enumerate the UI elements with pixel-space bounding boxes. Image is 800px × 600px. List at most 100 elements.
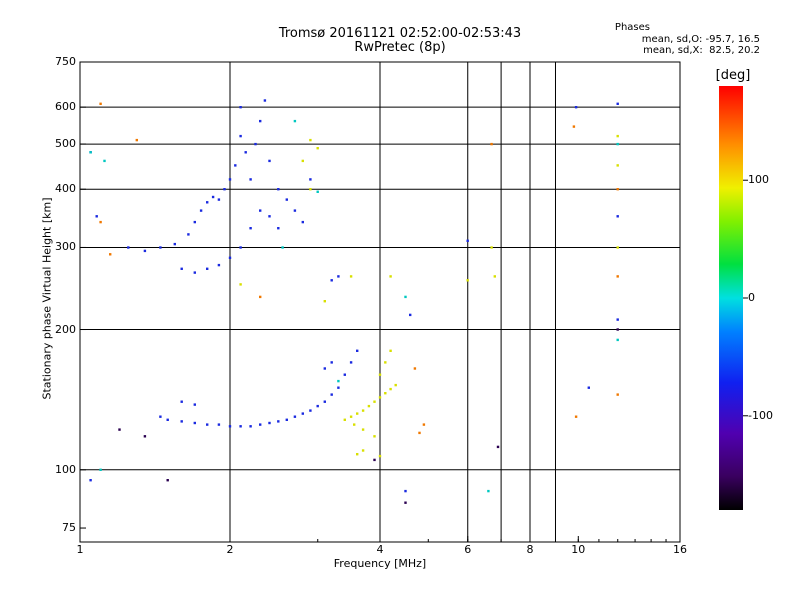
data-point: [263, 99, 267, 102]
data-point: [180, 420, 183, 423]
data-point: [356, 412, 359, 415]
colorbar-tick-label: -100: [748, 408, 773, 422]
phase-stat-x: mean, sd,X: 82.5, 20.2: [643, 45, 760, 56]
data-point: [343, 373, 346, 376]
data-point: [361, 409, 365, 412]
data-point: [277, 227, 280, 230]
data-point: [89, 479, 92, 482]
data-point: [309, 178, 312, 181]
data-point: [616, 164, 619, 167]
data-point: [268, 215, 271, 218]
data-point: [373, 435, 376, 438]
y-tick-label: 200: [55, 322, 76, 336]
data-point: [587, 386, 590, 389]
data-point: [404, 489, 407, 493]
data-point: [616, 142, 619, 146]
data-point: [616, 102, 619, 105]
data-point: [301, 412, 304, 415]
data-point: [259, 423, 262, 426]
data-point: [309, 138, 312, 142]
data-point: [234, 164, 237, 167]
x-axis-ticks: [79, 536, 681, 542]
data-point: [496, 445, 500, 449]
data-point: [173, 242, 176, 246]
data-point: [127, 246, 130, 249]
data-point: [159, 246, 162, 249]
chart-title: Tromsø 20161121 02:52:00-02:53:43: [278, 26, 522, 41]
data-point: [384, 361, 387, 364]
data-point: [337, 275, 340, 278]
data-point: [616, 338, 619, 342]
x-tick-label: 4: [376, 543, 384, 556]
data-point: [249, 227, 252, 230]
data-point: [99, 468, 102, 471]
data-point: [316, 190, 319, 193]
data-point: [217, 198, 221, 201]
data-point: [349, 415, 353, 418]
data-point: [159, 415, 162, 418]
data-point: [422, 423, 426, 426]
x-tick-label: 16: [673, 543, 687, 556]
data-point: [206, 423, 209, 426]
data-point: [356, 349, 359, 352]
data-point: [616, 246, 619, 249]
data-point: [99, 220, 102, 224]
colorbar-label: [deg]: [715, 68, 751, 83]
y-tick-label: 75: [62, 521, 76, 535]
data-point: [217, 423, 221, 426]
data-point: [378, 454, 382, 458]
data-point: [616, 275, 619, 278]
data-point: [228, 178, 232, 181]
data-point: [281, 246, 284, 249]
data-point: [187, 233, 190, 236]
data-point: [249, 425, 252, 428]
data-point: [259, 295, 262, 299]
x-tick-label: 6: [464, 543, 472, 556]
y-tick-label: 600: [55, 100, 76, 114]
data-point: [166, 479, 169, 482]
data-point: [389, 387, 392, 391]
data-point: [353, 423, 356, 426]
data-point: [193, 271, 196, 274]
data-point: [301, 159, 304, 163]
data-point: [244, 151, 247, 154]
data-point: [239, 134, 242, 138]
data-point: [330, 361, 333, 364]
data-point: [356, 453, 359, 456]
data-point: [389, 275, 392, 278]
data-point: [323, 400, 326, 403]
colorbar-tick-label: 0: [748, 291, 755, 304]
data-point: [239, 246, 242, 249]
phase-stat-o: mean, sd,O: -95.7, 16.5: [641, 34, 760, 45]
data-point: [316, 404, 319, 408]
data-point: [409, 313, 412, 317]
data-point: [616, 134, 619, 138]
data-point: [616, 328, 619, 331]
data-point: [293, 415, 297, 418]
data-point: [259, 209, 262, 212]
data-point: [217, 263, 221, 267]
chart-subtitle: RwPretec (8p): [354, 40, 446, 55]
phases-heading: Phases: [614, 22, 650, 33]
data-point: [277, 420, 280, 423]
data-point: [193, 403, 196, 406]
data-point: [330, 279, 333, 282]
y-tick-label: 500: [55, 137, 76, 151]
data-point: [89, 151, 92, 154]
data-point: [413, 367, 417, 370]
data-point: [301, 220, 304, 224]
data-point: [103, 159, 106, 163]
data-point: [493, 275, 496, 278]
data-point: [309, 409, 312, 412]
data-point: [95, 215, 98, 218]
data-point: [572, 125, 576, 128]
data-point: [193, 220, 196, 224]
y-tick-label: 750: [55, 55, 76, 68]
data-point: [361, 428, 365, 431]
data-point: [404, 501, 407, 504]
data-point: [361, 449, 365, 452]
data-point: [228, 425, 232, 428]
data-point: [180, 267, 183, 270]
data-point: [239, 106, 242, 109]
